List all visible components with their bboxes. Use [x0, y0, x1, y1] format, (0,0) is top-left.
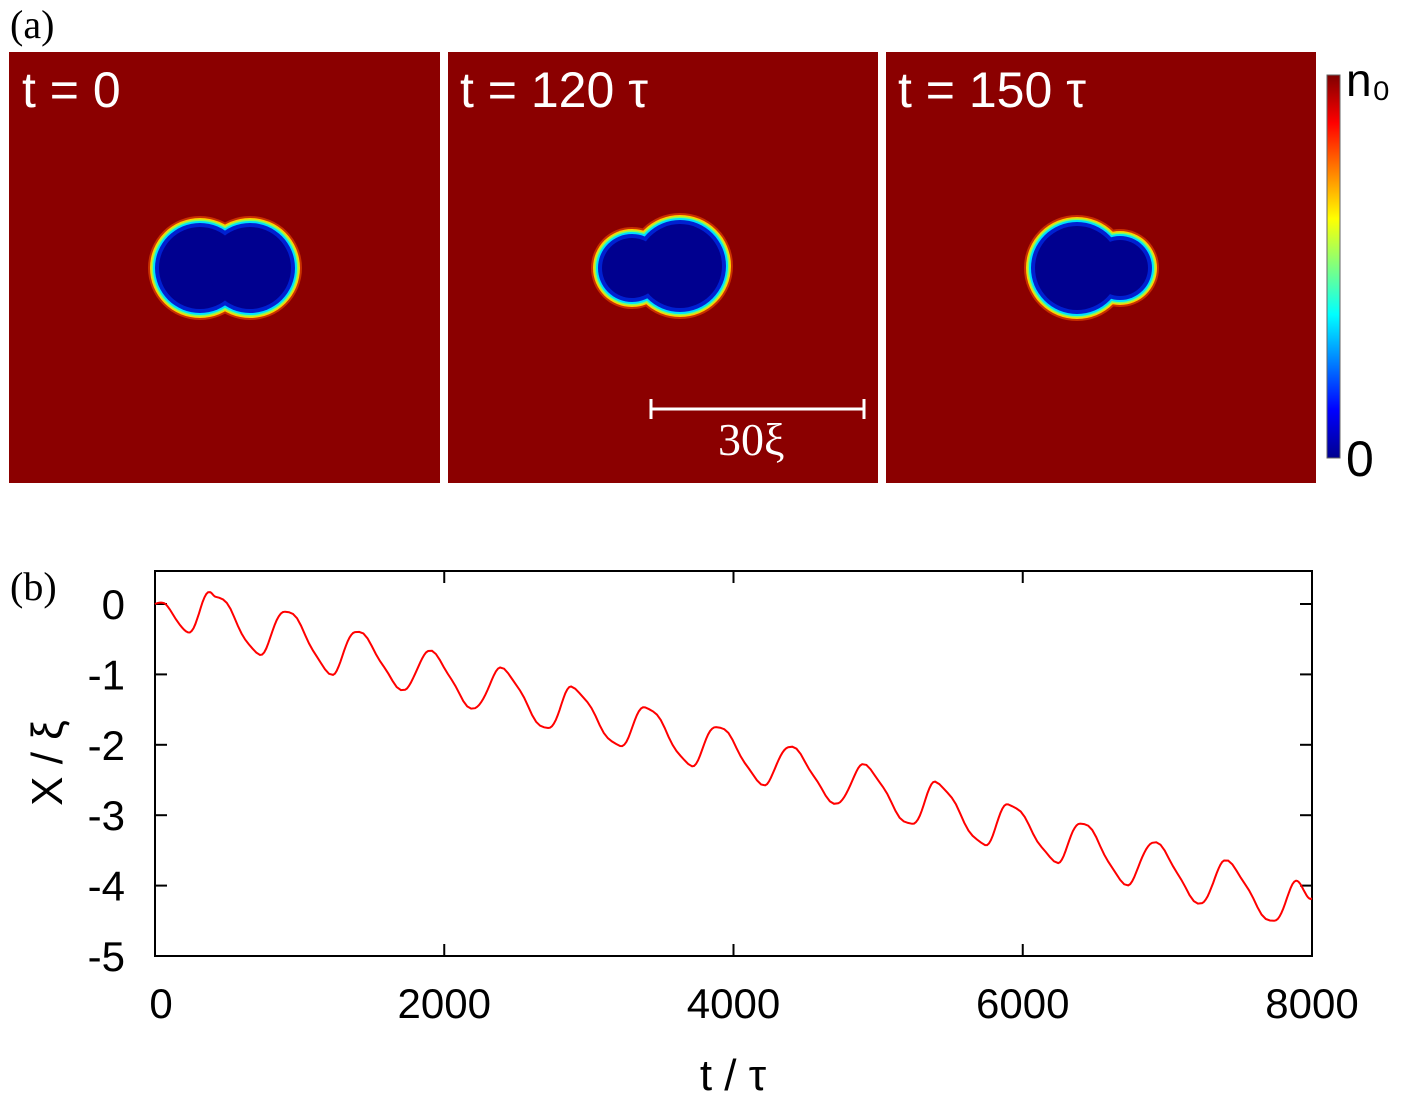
series-line-x	[154, 591, 1313, 922]
y-tick-label: -2	[88, 722, 125, 769]
colorbar-min-label: 0	[1346, 431, 1374, 487]
x-tick-label: 2000	[398, 980, 491, 1027]
soliton-blob	[1024, 215, 1159, 321]
y-tick-label: -4	[88, 863, 125, 910]
plot-frame	[154, 570, 1313, 957]
y-axis-label: X / ξ	[23, 720, 72, 806]
frame-t150: t = 150 τ	[886, 52, 1316, 483]
x-axis-label: t / τ	[700, 1051, 767, 1100]
colorbar: n₀ 0	[1326, 54, 1391, 487]
panel-a-label: (a)	[10, 2, 54, 47]
y-tick-label: -3	[88, 792, 125, 839]
x-tick-label: 0	[149, 980, 172, 1027]
y-tick-label: 0	[102, 581, 125, 628]
frame-title: t = 0	[22, 62, 121, 118]
density-contour	[1092, 240, 1148, 296]
colorbar-max-label: n₀	[1346, 54, 1391, 106]
density-contour	[1035, 226, 1119, 310]
frame-title: t = 150 τ	[898, 62, 1086, 118]
frame-t120: t = 120 τ 30ξ	[448, 52, 878, 483]
frame-title: t = 120 τ	[460, 62, 648, 118]
y-tick-label: -5	[88, 933, 125, 980]
panel-b-label: (b)	[10, 564, 57, 609]
frame-t0: t = 0	[9, 52, 440, 483]
soliton-blob	[591, 213, 733, 319]
density-contour	[638, 224, 722, 308]
scale-bar-label: 30ξ	[718, 414, 785, 465]
x-tick-label: 4000	[687, 980, 780, 1027]
soliton-blob	[148, 216, 302, 320]
y-tick-label: -1	[88, 651, 125, 698]
x-tick-label: 6000	[976, 980, 1069, 1027]
axis-ticks: 0 2000 4000 6000 8000 0 -1 -2 -3 -4 -5	[88, 571, 1359, 1027]
x-tick-label: 8000	[1265, 980, 1358, 1027]
density-contour	[209, 227, 291, 309]
scale-bar: 30ξ	[649, 399, 866, 465]
